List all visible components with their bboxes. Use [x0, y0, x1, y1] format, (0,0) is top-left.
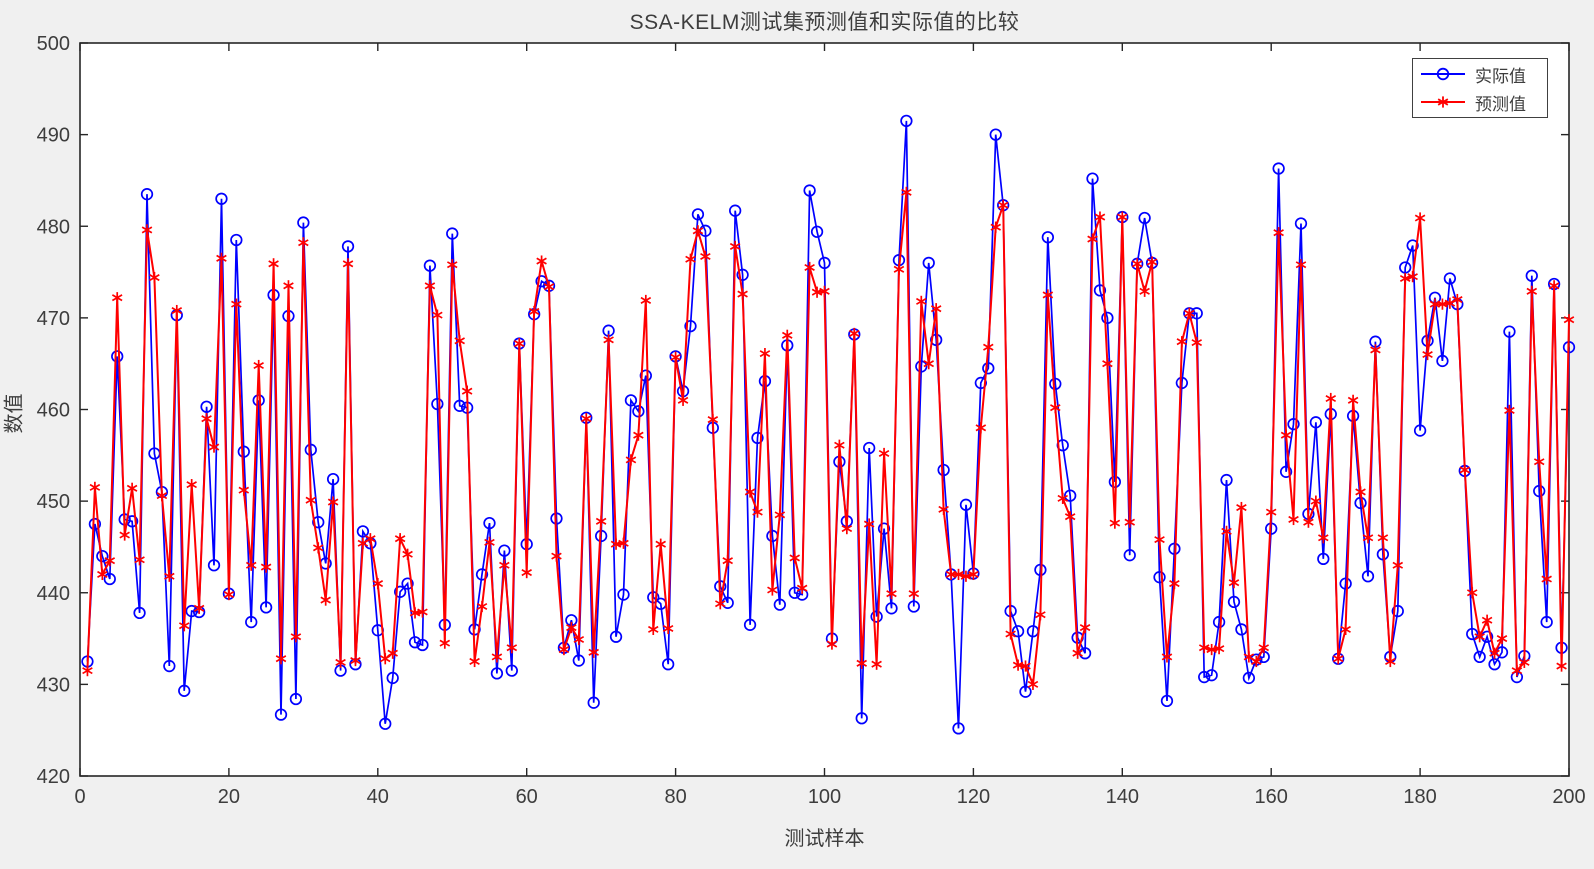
x-tick-label: 0	[74, 786, 85, 808]
legend-predicted-label: 预测值	[1475, 94, 1526, 114]
x-tick-label: 120	[957, 786, 990, 808]
asterisk-markers	[82, 186, 1575, 690]
x-tick-label: 100	[808, 786, 841, 808]
y-tick-label: 420	[37, 766, 70, 788]
legend: 实际值 预测值	[1412, 58, 1548, 118]
legend-actual-label: 实际值	[1475, 66, 1526, 86]
y-tick-label: 440	[37, 583, 70, 605]
axis-ticks	[79, 42, 1570, 777]
legend-item-actual: 实际值	[1413, 61, 1547, 87]
x-tick-label: 180	[1403, 786, 1436, 808]
y-tick-label: 480	[37, 216, 70, 238]
x-tick-label: 80	[664, 786, 686, 808]
y-tick-label: 490	[37, 125, 70, 147]
x-tick-label: 60	[516, 786, 538, 808]
y-tick-label: 450	[37, 491, 70, 513]
axes-box	[79, 42, 1570, 777]
y-tick-label: 470	[37, 308, 70, 330]
legend-actual-line-circle-marker	[1421, 67, 1465, 81]
chart-title: SSA-KELM测试集预测值和实际值的比较	[629, 11, 1020, 34]
x-tick-label: 40	[367, 786, 389, 808]
legend-predicted-line-asterisk-marker	[1421, 96, 1465, 108]
x-tick-label: 140	[1106, 786, 1139, 808]
tick-labels: 0 20 40 60 80 100 120 140 160 180 200 420 430 440 450 4…	[37, 33, 1586, 808]
y-tick-label: 460	[37, 400, 70, 422]
series-predicted	[82, 186, 1575, 690]
y-tick-label: 500	[37, 33, 70, 55]
legend-item-predicted: 预测值	[1413, 89, 1547, 115]
series-line	[86, 192, 1570, 685]
x-tick-label: 200	[1552, 786, 1585, 808]
x-axis-label: 测试样本	[784, 828, 865, 850]
y-tick-label: 430	[37, 674, 70, 696]
x-tick-label: 20	[218, 786, 240, 808]
y-axis-label: 数值	[3, 393, 26, 434]
x-tick-label: 160	[1255, 786, 1288, 808]
